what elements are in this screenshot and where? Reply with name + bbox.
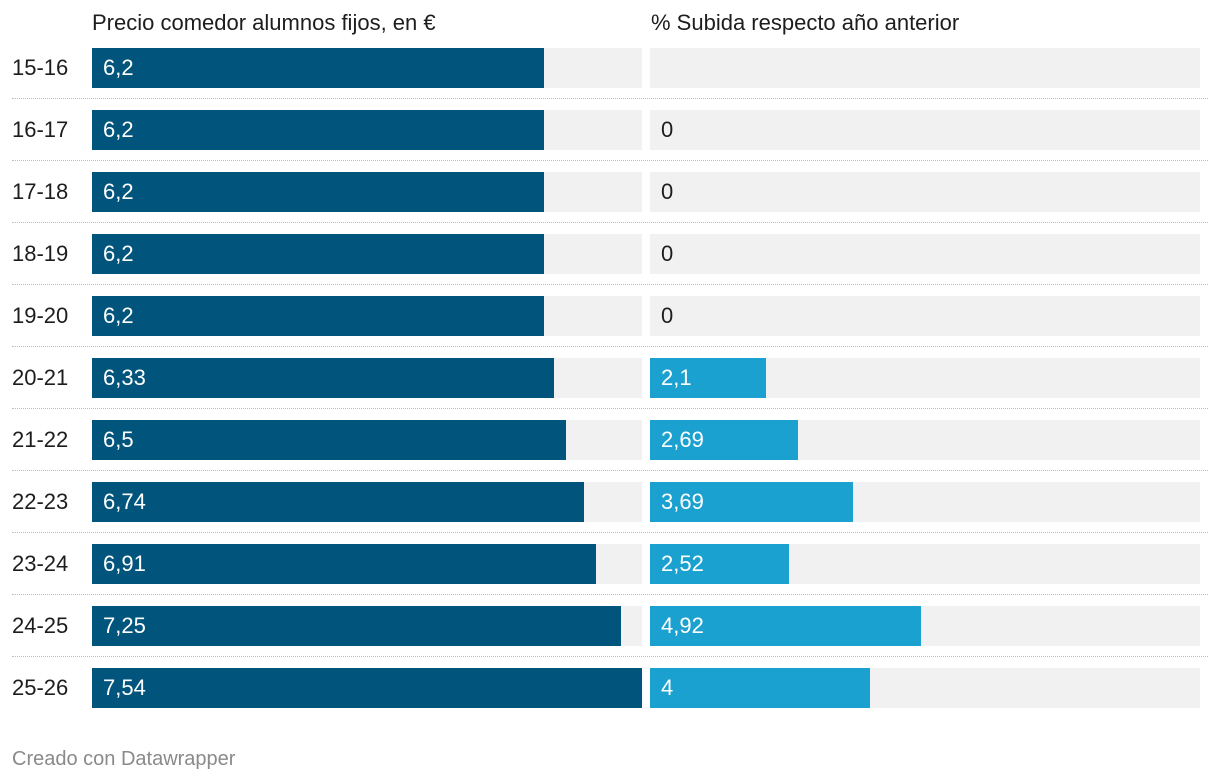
chart-row: 16-17 6,2 0 bbox=[12, 110, 1208, 172]
row-separator bbox=[12, 284, 1208, 285]
pct-value-label: 3,69 bbox=[661, 489, 704, 514]
pct-value-label: 0 bbox=[661, 117, 674, 142]
row-separator bbox=[12, 346, 1208, 347]
pct-bar bbox=[650, 482, 853, 522]
pct-bar bbox=[650, 358, 766, 398]
price-bar bbox=[92, 296, 544, 336]
price-value-label: 6,33 bbox=[103, 365, 146, 390]
chart-row: 22-23 6,74 3,69 bbox=[12, 482, 1208, 544]
price-bar-track: 6,2 bbox=[92, 110, 642, 150]
pct-bar bbox=[650, 420, 798, 460]
pct-value-label: 0 bbox=[661, 241, 674, 266]
chart-row: 25-26 7,54 4 bbox=[12, 668, 1208, 730]
pct-bar bbox=[650, 668, 870, 708]
price-bar bbox=[92, 606, 621, 646]
chart-row: 18-19 6,2 0 bbox=[12, 234, 1208, 296]
pct-value-label: 0 bbox=[661, 303, 674, 328]
row-separator bbox=[12, 594, 1208, 595]
category-label: 24-25 bbox=[12, 613, 69, 638]
price-value-label: 6,2 bbox=[103, 303, 134, 328]
price-bar bbox=[92, 172, 544, 212]
price-value-label: 6,91 bbox=[103, 551, 146, 576]
price-value-label: 6,2 bbox=[103, 241, 134, 266]
pct-bar-track: 4,92 bbox=[650, 606, 1200, 646]
pct-bar bbox=[650, 544, 789, 584]
row-separator bbox=[12, 98, 1208, 99]
category-label: 22-23 bbox=[12, 489, 69, 514]
pct-bar-track: 0 bbox=[650, 110, 1200, 150]
price-value-label: 6,2 bbox=[103, 55, 134, 80]
pct-value-label: 0 bbox=[661, 179, 674, 204]
chart-row: 21-22 6,5 2,69 bbox=[12, 420, 1208, 482]
category-label: 19-20 bbox=[12, 303, 69, 328]
pct-bar-track: 0 bbox=[650, 172, 1200, 212]
chart-row: 23-24 6,91 2,52 bbox=[12, 544, 1208, 606]
footer-credit: Creado con Datawrapper bbox=[12, 748, 236, 770]
price-bar bbox=[92, 48, 544, 88]
row-separator bbox=[12, 532, 1208, 533]
pct-bar-track: 4 bbox=[650, 668, 1200, 708]
price-bar-track: 6,2 bbox=[92, 48, 642, 88]
price-bar-track: 6,33 bbox=[92, 358, 642, 398]
pct-bar-track: 2,69 bbox=[650, 420, 1200, 460]
pct-bar-track: 2,52 bbox=[650, 544, 1200, 584]
row-separator bbox=[12, 656, 1208, 657]
price-bar bbox=[92, 234, 544, 274]
category-label: 23-24 bbox=[12, 551, 69, 576]
pct-bar-track: 0 bbox=[650, 296, 1200, 336]
chart-row: 15-16 6,2 bbox=[12, 48, 1208, 110]
chart-row: 19-20 6,2 0 bbox=[12, 296, 1208, 358]
pct-value-label: 2,52 bbox=[661, 551, 704, 576]
price-bar-track: 6,2 bbox=[92, 172, 642, 212]
price-bar bbox=[92, 358, 554, 398]
category-label: 17-18 bbox=[12, 179, 69, 204]
pct-column-header: % Subida respecto año anterior bbox=[651, 10, 960, 35]
price-value-label: 6,2 bbox=[103, 179, 134, 204]
pct-bar-track: 3,69 bbox=[650, 482, 1200, 522]
price-bar-track: 6,91 bbox=[92, 544, 642, 584]
pct-value-label: 4,92 bbox=[661, 613, 704, 638]
price-bar bbox=[92, 110, 544, 150]
chart-row: 17-18 6,2 0 bbox=[12, 172, 1208, 234]
price-value-label: 6,5 bbox=[103, 427, 134, 452]
chart-row: 24-25 7,25 4,92 bbox=[12, 606, 1208, 668]
category-label: 15-16 bbox=[12, 55, 69, 80]
price-bar-track: 6,2 bbox=[92, 296, 642, 336]
pct-value-label: 2,69 bbox=[661, 427, 704, 452]
row-separator bbox=[12, 222, 1208, 223]
pct-bar-track bbox=[650, 48, 1200, 88]
price-bar-track: 6,5 bbox=[92, 420, 642, 460]
category-label: 20-21 bbox=[12, 365, 69, 390]
price-bar-track: 7,54 bbox=[92, 668, 642, 708]
pct-bar-track: 0 bbox=[650, 234, 1200, 274]
price-bar bbox=[92, 544, 596, 584]
price-value-label: 7,25 bbox=[103, 613, 146, 638]
pct-value-label: 2,1 bbox=[661, 365, 692, 390]
row-separator bbox=[12, 470, 1208, 471]
category-label: 18-19 bbox=[12, 241, 69, 266]
price-column-header: Precio comedor alumnos fijos, en € bbox=[92, 10, 436, 35]
pct-bar-track: 2,1 bbox=[650, 358, 1200, 398]
price-bar-track: 6,74 bbox=[92, 482, 642, 522]
price-value-label: 7,54 bbox=[103, 675, 146, 700]
price-bar-track: 6,2 bbox=[92, 234, 642, 274]
price-bar bbox=[92, 420, 566, 460]
pct-value-label: 4 bbox=[661, 675, 674, 700]
price-bar bbox=[92, 482, 584, 522]
pct-bar bbox=[650, 606, 921, 646]
row-separator bbox=[12, 408, 1208, 409]
price-bar bbox=[92, 668, 642, 708]
row-separator bbox=[12, 160, 1208, 161]
category-label: 21-22 bbox=[12, 427, 69, 452]
price-value-label: 6,2 bbox=[103, 117, 134, 142]
category-label: 16-17 bbox=[12, 117, 69, 142]
price-bar-track: 7,25 bbox=[92, 606, 642, 646]
price-value-label: 6,74 bbox=[103, 489, 146, 514]
category-label: 25-26 bbox=[12, 675, 69, 700]
chart-row: 20-21 6,33 2,1 bbox=[12, 358, 1208, 420]
